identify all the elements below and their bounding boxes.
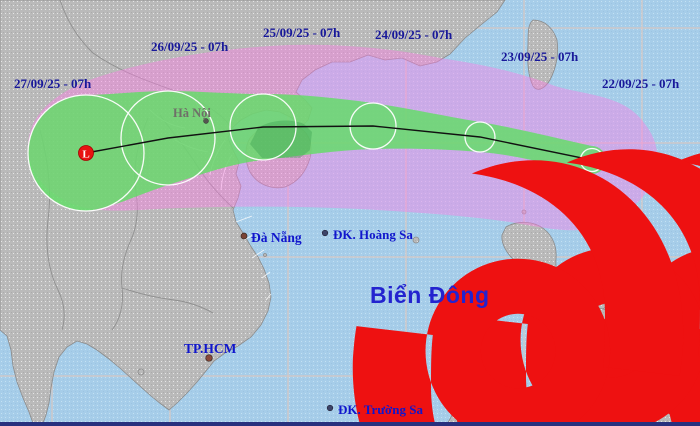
date-label-27: 27/09/25 - 07h xyxy=(14,76,92,91)
uncertainty-circle xyxy=(27,94,145,212)
islet xyxy=(263,253,267,257)
truongsa-dot xyxy=(326,404,334,412)
uncertainty-circle xyxy=(120,90,216,186)
low-pressure-marker: L xyxy=(78,145,94,161)
tphcm-dot xyxy=(205,354,213,362)
islet xyxy=(412,236,420,244)
date-label-25: 25/09/25 - 07h xyxy=(263,25,341,40)
date-label-23: 23/09/25 - 07h xyxy=(501,49,579,64)
date-label-22: 22/09/25 - 07h xyxy=(602,76,680,91)
tphcm-label: TP.HCM xyxy=(184,341,237,356)
forecast-circles xyxy=(27,90,605,212)
danang-label: Đà Nẵng xyxy=(251,230,302,245)
place-labels: Hà Nội Đà Nẵng TP.HCM ĐK. Hoàng Sa ĐK. T… xyxy=(173,106,490,417)
landmass-taiwan xyxy=(527,19,558,90)
truongsa-label: ĐK. Trường Sa xyxy=(338,402,423,417)
danang-dot xyxy=(240,232,248,240)
low-pressure-label: L xyxy=(82,149,89,161)
forecast-cone xyxy=(28,91,606,211)
hanoi-label: Hà Nội xyxy=(173,106,211,120)
sea-name-label: Biển Đông xyxy=(370,282,490,308)
hoangsa-label: ĐK. Hoàng Sa xyxy=(333,227,413,242)
islet-phu-quoc xyxy=(137,368,145,376)
date-labels: 27/09/25 - 07h 26/09/25 - 07h 25/09/25 -… xyxy=(14,25,680,91)
date-label-24: 24/09/25 - 07h xyxy=(375,27,453,42)
islet xyxy=(521,209,527,215)
uncertainty-circle xyxy=(464,121,496,153)
hoangsa-dot xyxy=(321,229,329,237)
date-label-26: 26/09/25 - 07h xyxy=(151,39,229,54)
hanoi-dot xyxy=(203,118,209,124)
map-bottom-border xyxy=(0,422,700,426)
